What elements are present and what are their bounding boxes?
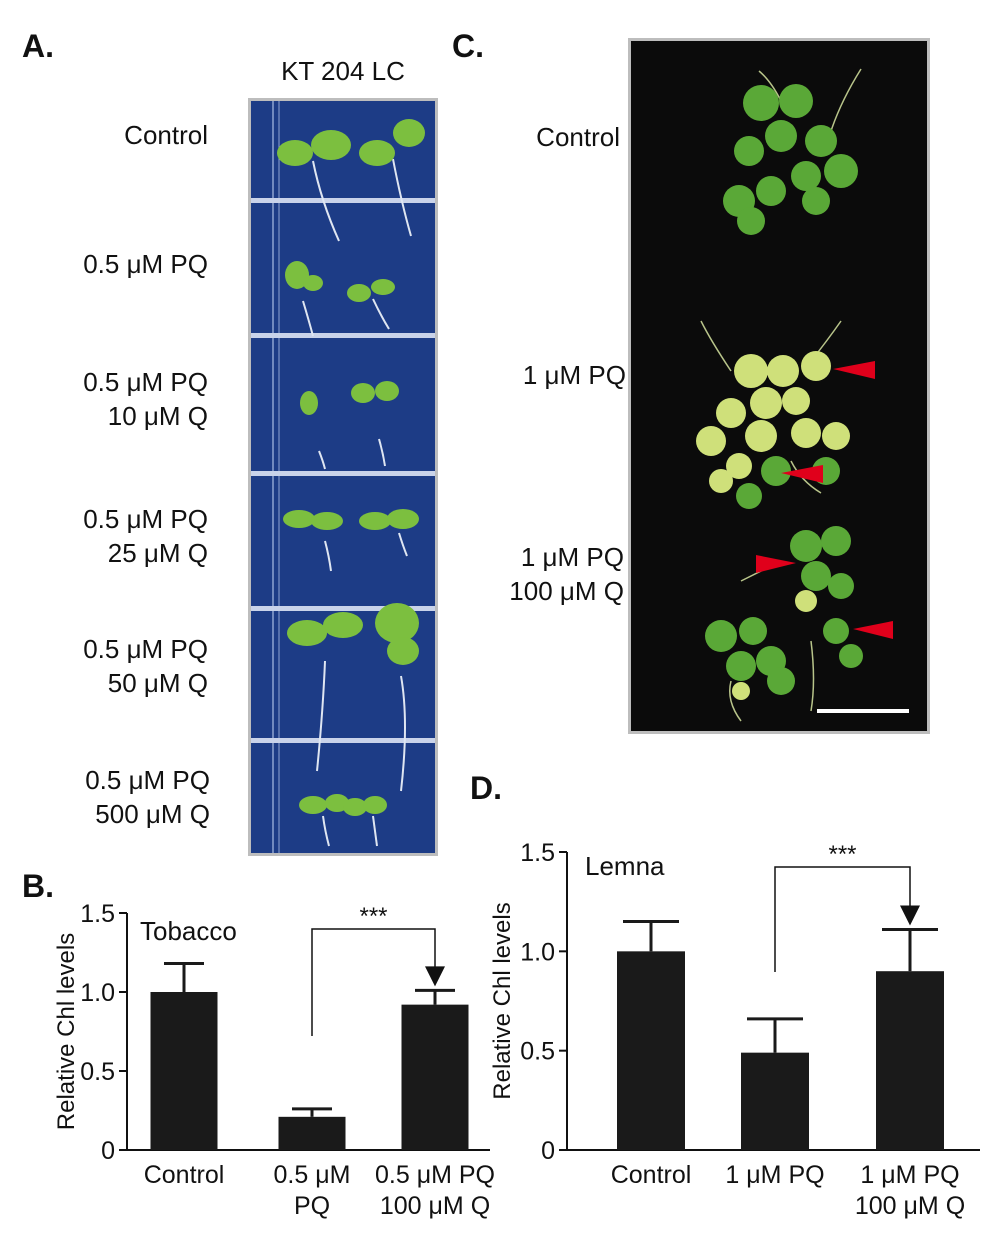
bar xyxy=(278,1116,346,1150)
bar xyxy=(150,992,218,1150)
y-axis-label: Relative Chl levels xyxy=(489,902,516,1099)
panel-b-letter: B. xyxy=(22,868,54,904)
x-tick-label: 100 μM Q xyxy=(380,1192,490,1220)
significance-bracket xyxy=(311,928,436,1036)
y-tick-label: 0.5 xyxy=(520,1038,555,1066)
x-tick-label: 0.5 μM xyxy=(274,1161,351,1189)
bar xyxy=(876,971,944,1150)
y-tick-label: 1.5 xyxy=(80,900,115,928)
panel-d-letter: D. xyxy=(470,770,502,806)
significance-label: *** xyxy=(828,841,856,868)
bar xyxy=(617,951,685,1150)
lemna-photo xyxy=(628,38,930,734)
panel-a-title: KT 204 LC xyxy=(281,56,405,86)
x-tick-label: 0.5 μM PQ xyxy=(375,1161,495,1189)
x-tick-label: PQ xyxy=(294,1192,330,1220)
panel-c-row-label: Control xyxy=(536,122,620,152)
significance-arrowhead xyxy=(900,905,920,926)
chart-annotation: Lemna xyxy=(585,851,665,881)
bar xyxy=(401,1004,469,1150)
panel-a-row-label: 0.5 μM PQ 25 μM Q xyxy=(83,504,208,568)
y-tick-label: 1.0 xyxy=(80,979,115,1007)
y-tick-label: 1.0 xyxy=(520,938,555,966)
panel-c-letter: C. xyxy=(452,28,484,64)
x-tick-label: Control xyxy=(144,1161,225,1189)
x-tick-label: 1 μM PQ xyxy=(860,1161,959,1189)
significance-bracket xyxy=(774,866,911,972)
y-tick-label: 0.5 xyxy=(80,1058,115,1086)
seedling-plate-photo xyxy=(248,98,438,856)
x-tick-label: 1 μM PQ xyxy=(725,1161,824,1189)
bar xyxy=(741,1052,809,1150)
panel-c-row-label: 1 μM PQ xyxy=(522,360,626,390)
panel-a-row-label: Control xyxy=(124,120,208,150)
panel-a-row-label: 0.5 μM PQ 50 μM Q xyxy=(83,634,208,698)
panel-a-row-label: 0.5 μM PQ 500 μM Q xyxy=(85,765,210,829)
x-tick-label: Control xyxy=(611,1161,692,1189)
panel-a-letter: A. xyxy=(22,28,54,64)
x-tick-label: 100 μM Q xyxy=(855,1192,965,1220)
chart-annotation: Tobacco xyxy=(140,916,237,946)
y-tick-label: 1.5 xyxy=(520,839,555,867)
y-axis-label: Relative Chl levels xyxy=(53,933,80,1130)
y-tick-label: 0 xyxy=(541,1137,555,1165)
panel-a-row-label: 0.5 μM PQ 10 μM Q xyxy=(83,367,208,431)
panel-a-row-label: 0.5 μM PQ xyxy=(83,249,208,279)
chart-d: 0 0.5 1.0 1.5 Relative Chl levels Lemna Contro… xyxy=(489,839,980,1220)
panel-c-row-label: 1 μM PQ 100 μM Q xyxy=(509,542,624,606)
significance-arrowhead xyxy=(425,966,445,987)
y-tick-label: 0 xyxy=(101,1137,115,1165)
significance-label: *** xyxy=(359,903,387,930)
